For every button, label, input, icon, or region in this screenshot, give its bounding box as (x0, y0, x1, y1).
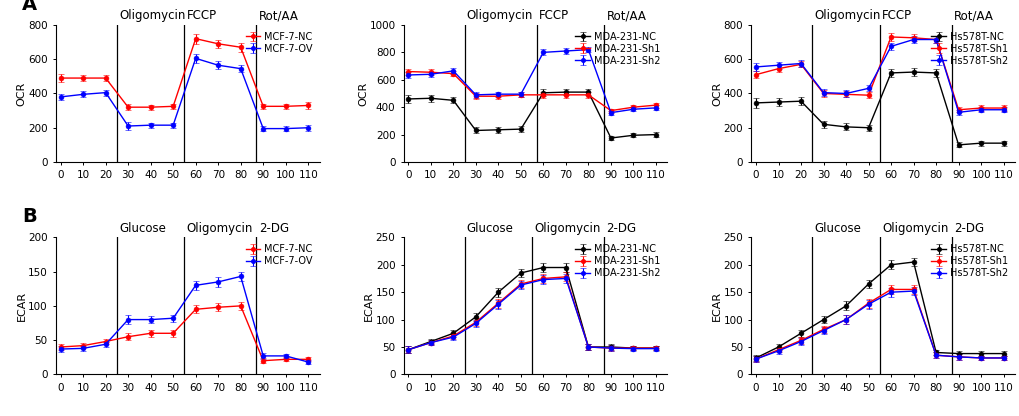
Text: A: A (21, 0, 37, 14)
Legend: MCF-7-NC, MCF-7-OV: MCF-7-NC, MCF-7-OV (244, 30, 314, 56)
Legend: MCF-7-NC, MCF-7-OV: MCF-7-NC, MCF-7-OV (244, 242, 314, 268)
Y-axis label: OCR: OCR (16, 82, 26, 106)
Text: Oligomycin: Oligomycin (467, 9, 533, 22)
Y-axis label: ECAR: ECAR (364, 291, 374, 321)
Y-axis label: ECAR: ECAR (16, 291, 26, 321)
Text: 2-DG: 2-DG (953, 222, 983, 235)
Legend: Hs578T-NC, Hs578T-Sh1, Hs578T-Sh2: Hs578T-NC, Hs578T-Sh1, Hs578T-Sh2 (928, 30, 1009, 67)
Text: Rot/AA: Rot/AA (953, 9, 993, 22)
Text: FCCP: FCCP (881, 9, 911, 22)
Y-axis label: ECAR: ECAR (711, 291, 721, 321)
Text: Glucose: Glucose (119, 222, 166, 235)
Text: Oligomycin: Oligomycin (814, 9, 880, 22)
Text: Oligomycin: Oligomycin (119, 9, 185, 22)
Text: FCCP: FCCP (186, 9, 217, 22)
Y-axis label: OCR: OCR (711, 82, 721, 106)
Text: Oligomycin: Oligomycin (881, 222, 948, 235)
Text: Oligomycin: Oligomycin (186, 222, 253, 235)
Text: Rot/AA: Rot/AA (606, 9, 646, 22)
Text: 2-DG: 2-DG (259, 222, 288, 235)
Text: Oligomycin: Oligomycin (534, 222, 600, 235)
Legend: MDA-231-NC, MDA-231-Sh1, MDA-231-Sh2: MDA-231-NC, MDA-231-Sh1, MDA-231-Sh2 (573, 30, 661, 67)
Legend: MDA-231-NC, MDA-231-Sh1, MDA-231-Sh2: MDA-231-NC, MDA-231-Sh1, MDA-231-Sh2 (573, 242, 661, 280)
Text: Glucose: Glucose (814, 222, 861, 235)
Legend: Hs578T-NC, Hs578T-Sh1, Hs578T-Sh2: Hs578T-NC, Hs578T-Sh1, Hs578T-Sh2 (928, 242, 1009, 280)
Text: Glucose: Glucose (467, 222, 514, 235)
Text: B: B (21, 207, 37, 226)
Text: 2-DG: 2-DG (606, 222, 636, 235)
Text: Rot/AA: Rot/AA (259, 9, 299, 22)
Y-axis label: OCR: OCR (358, 82, 368, 106)
Text: FCCP: FCCP (538, 9, 569, 22)
